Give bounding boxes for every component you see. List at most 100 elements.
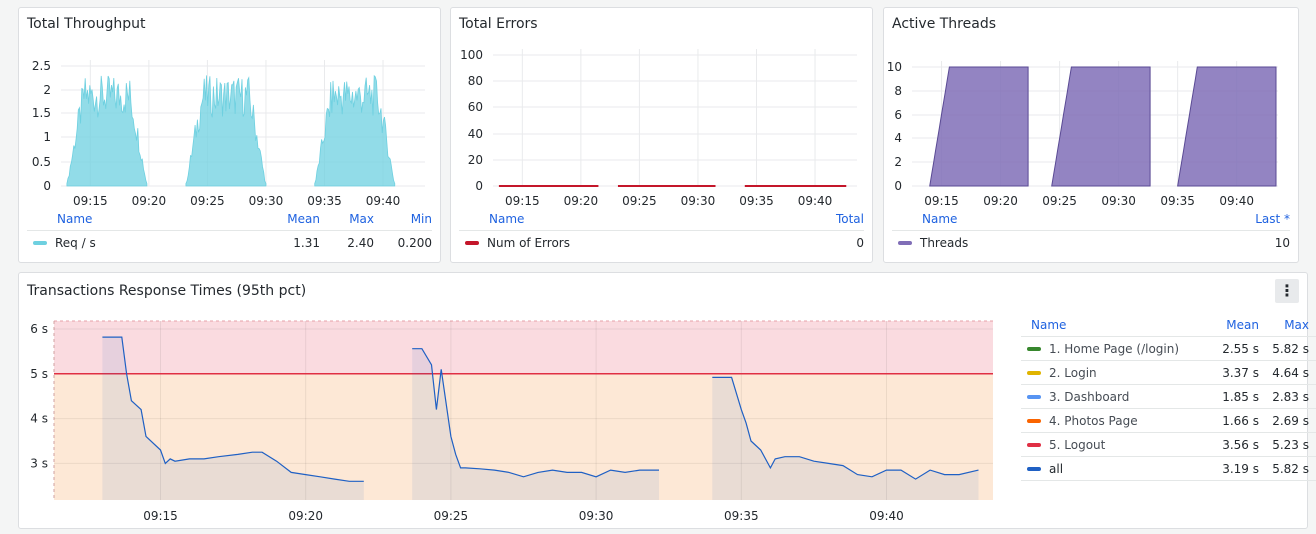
legend-series-name: 5. Logout xyxy=(1049,437,1106,452)
threshold-red-band xyxy=(54,321,993,374)
panel-title: Total Errors xyxy=(459,16,538,32)
legend-value-mean: 3.19 s xyxy=(1222,461,1259,476)
y-tick-label: 0.5 xyxy=(32,155,51,169)
legend-series-name: 4. Photos Page xyxy=(1049,413,1138,428)
legend-item[interactable]: 4. Photos Page 1.66 s 2.69 s xyxy=(1021,409,1316,433)
legend-header-max[interactable]: Max xyxy=(1284,317,1309,332)
legend-item[interactable]: 1. Home Page (/login) 2.55 s 5.82 s xyxy=(1021,337,1316,361)
y-tick-label: 5 s xyxy=(30,367,48,381)
legend-value-max: 2.69 s xyxy=(1272,413,1309,428)
legend-header: Name Mean Max Min xyxy=(27,208,432,230)
x-tick-label: 09:20 xyxy=(983,194,1018,208)
legend-value-min: 0.200 xyxy=(397,236,432,250)
y-tick-label: 2 xyxy=(43,83,51,97)
x-tick-label: 09:15 xyxy=(924,194,959,208)
x-tick-label: 09:40 xyxy=(869,509,904,523)
legend-header-name[interactable]: Name xyxy=(922,212,958,226)
panel-active-threads: Active Threads 10 8 6 4 2 0 09:15 09:20 09:25 09:… xyxy=(883,7,1299,263)
y-tick-label: 2 xyxy=(894,155,902,169)
y-tick-label: 10 xyxy=(887,60,902,74)
legend-header-max[interactable]: Max xyxy=(349,212,374,226)
legend-value-total: 0 xyxy=(856,236,864,250)
series-color-swatch xyxy=(33,241,47,245)
y-tick-label: 40 xyxy=(468,127,483,141)
series-color-swatch xyxy=(1027,394,1041,399)
x-tick-label: 09:35 xyxy=(1160,194,1195,208)
x-tick-label: 09:20 xyxy=(288,509,323,523)
y-tick-label: 100 xyxy=(460,48,483,62)
panel-transactions-response-times: Transactions Response Times (95th pct) ⋮… xyxy=(18,272,1316,530)
threads-area-segment xyxy=(1177,66,1277,187)
x-tick-label: 09:40 xyxy=(798,194,833,208)
kebab-menu-icon[interactable]: ⋮ xyxy=(1275,279,1299,303)
legend-divider xyxy=(459,230,864,231)
y-tick-label: 20 xyxy=(468,153,483,167)
x-tick-label: 09:25 xyxy=(1042,194,1077,208)
legend-header-name[interactable]: Name xyxy=(57,212,93,226)
x-tick-label: 09:35 xyxy=(739,194,774,208)
legend-value-max: 5.23 s xyxy=(1272,437,1309,452)
y-tick-label: 2.5 xyxy=(32,59,51,73)
legend-value-mean: 1.31 xyxy=(293,236,320,250)
legend-header-min[interactable]: Min xyxy=(410,212,432,226)
legend-header-last[interactable]: Last * xyxy=(1255,212,1290,226)
legend-value-max: 5.82 s xyxy=(1272,461,1309,476)
legend-item[interactable]: 2. Login 3.37 s 4.64 s xyxy=(1021,361,1316,385)
x-tick-label: 09:20 xyxy=(564,194,599,208)
legend-series-name: 2. Login xyxy=(1049,365,1097,380)
threads-chart[interactable]: 10 8 6 4 2 0 09:15 09:20 09:25 09:30 09:35 09:40 xyxy=(884,8,1300,208)
response-line-segment xyxy=(412,348,659,478)
y-tick-label: 4 xyxy=(894,131,902,145)
y-tick-label: 6 s xyxy=(30,322,48,336)
legend-item-num-of-errors[interactable]: Num of Errors 0 xyxy=(459,232,864,254)
legend-value-mean: 2.55 s xyxy=(1222,341,1259,356)
y-tick-label: 1.5 xyxy=(32,106,51,120)
x-tick-label: 09:40 xyxy=(1219,194,1254,208)
response-line-segment xyxy=(102,336,364,482)
legend-item-threads[interactable]: Threads 10 xyxy=(892,232,1290,254)
threads-area-segment xyxy=(929,66,1029,187)
x-tick-label: 09:35 xyxy=(724,509,759,523)
legend-item[interactable]: all 3.19 s 5.82 s xyxy=(1021,457,1316,481)
legend-series-name: 3. Dashboard xyxy=(1049,389,1130,404)
legend-header-mean[interactable]: Mean xyxy=(287,212,320,226)
threshold-orange-band xyxy=(54,373,993,500)
x-tick-label: 09:25 xyxy=(434,509,469,523)
legend-series-name: Req / s xyxy=(55,236,96,250)
legend-header-mean[interactable]: Mean xyxy=(1226,317,1259,332)
panel-total-throughput: Total Throughput 2.5 2 1.5 1 0.5 0 09:15 09:20 0… xyxy=(18,7,441,263)
response-area-segment xyxy=(712,377,979,500)
legend-series-name: Threads xyxy=(920,236,969,250)
legend-rows: 1. Home Page (/login) 2.55 s 5.82 s 2. Logi… xyxy=(1003,337,1316,481)
legend-divider xyxy=(892,230,1290,231)
legend-item[interactable]: 5. Logout 3.56 s 5.23 s xyxy=(1021,433,1316,457)
legend-header-total[interactable]: Total xyxy=(835,212,864,226)
y-tick-label: 1 xyxy=(43,130,51,144)
throughput-area-segment xyxy=(314,74,396,187)
panel-title: Total Throughput xyxy=(27,16,146,32)
response-times-chart[interactable]: 6 s 5 s 4 s 3 s 09:15 09:20 09:25 09:30 09:35 09:… xyxy=(19,273,1009,530)
legend-divider xyxy=(27,230,432,231)
legend-item-req-per-second[interactable]: Req / s 1.31 2.40 0.200 xyxy=(27,232,432,254)
panel-total-errors: Total Errors 100 80 60 40 20 0 09:15 09:20 09:25… xyxy=(450,7,873,263)
x-tick-label: 09:15 xyxy=(143,509,178,523)
legend-header-name[interactable]: Name xyxy=(1031,317,1067,332)
legend-header-name[interactable]: Name xyxy=(489,212,525,226)
response-area-segment xyxy=(412,348,659,500)
y-tick-label: 4 s xyxy=(30,412,48,426)
throughput-chart[interactable]: 2.5 2 1.5 1 0.5 0 09:15 09:20 09:25 09:30 09:35 09:… xyxy=(19,8,442,208)
response-area-segment xyxy=(102,337,364,500)
legend-value-max: 2.83 s xyxy=(1272,389,1309,404)
series-color-swatch xyxy=(465,241,479,245)
y-tick-label: 60 xyxy=(468,100,483,114)
y-tick-label: 6 xyxy=(894,108,902,122)
series-color-swatch xyxy=(1027,346,1041,351)
legend-item[interactable]: 3. Dashboard 1.85 s 2.83 s xyxy=(1021,385,1316,409)
response-line-segment xyxy=(712,376,979,480)
throughput-area-segment xyxy=(66,75,148,187)
panel-title: Active Threads xyxy=(892,16,997,32)
legend-header: Name Mean Max xyxy=(1021,313,1316,337)
errors-chart[interactable]: 100 80 60 40 20 0 09:15 09:20 09:25 09:30 09:35 09:… xyxy=(451,8,874,208)
throughput-area-segment xyxy=(185,75,267,187)
legend-series-name: 1. Home Page (/login) xyxy=(1049,341,1180,356)
